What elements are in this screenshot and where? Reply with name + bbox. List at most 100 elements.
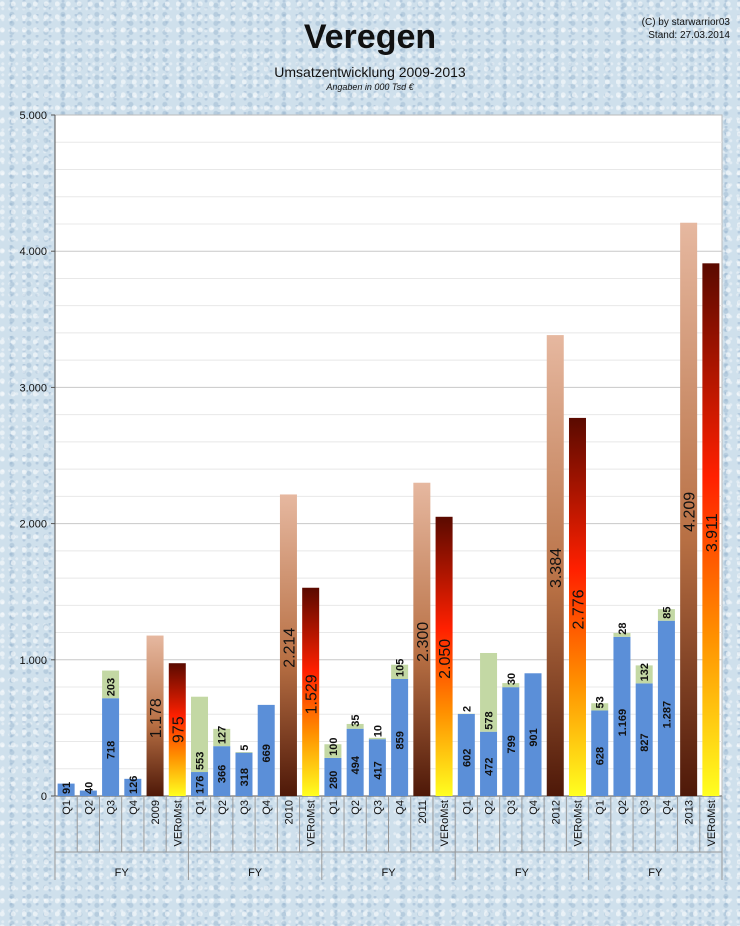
fy-total-label: 2.214 [281,628,298,668]
quarter-value-label: 176 [195,776,207,794]
fy-total-label: 1.178 [148,698,165,738]
quarter-extra-label: 2 [461,706,473,712]
category-label: VERoMst [306,800,318,846]
credit-author: (C) by starwarrior03 [641,17,730,28]
group-label: FY [515,867,530,879]
category-label: 2010 [283,800,295,824]
veromst-label: 2.776 [570,589,587,629]
quarter-extra-bar [613,632,631,637]
quarter-value-label: 417 [372,761,384,779]
quarter-extra-bar [346,723,364,729]
group-label: FY [381,867,396,879]
veromst-label: 2.050 [437,639,454,679]
quarter-value-label: 1.287 [661,701,673,729]
quarter-value-label: 718 [106,741,118,759]
quarter-value-label: 366 [217,765,229,783]
fy-total-bar [680,222,698,797]
category-label: Q3 [639,800,651,815]
category-label: VERoMst [572,800,584,846]
quarter-bar [102,698,120,796]
quarter-bar [124,778,142,796]
quarter-extra-bar [213,728,231,747]
quarter-value-label: 40 [83,782,95,794]
fy-total-bar [279,494,297,796]
quarter-extra-label: 132 [639,663,651,681]
category-label: Q4 [528,800,540,815]
veromst-bar [435,516,453,796]
y-tick-label: 0 [41,791,47,803]
quarter-value-label: 628 [595,747,607,765]
category-label: 2011 [417,800,429,824]
category-label: 2013 [684,800,696,824]
quarter-extra-bar [391,664,409,680]
quarter-bar [657,620,675,796]
quarter-value-label: 827 [639,733,651,751]
quarter-extra-label: 10 [372,725,384,737]
quarter-value-label: 280 [328,771,340,789]
category-label: Q4 [128,800,140,815]
quarter-extra-label: 35 [350,714,362,726]
quarter-bar [502,687,520,796]
veromst-bar [168,663,186,796]
quarter-bar [191,772,209,796]
quarter-bar [613,636,631,796]
quarter-extra-label: 53 [595,696,607,708]
quarter-value-label: 472 [484,757,496,775]
quarter-extra-bar [657,609,675,621]
y-tick-label: 3.000 [19,382,47,394]
category-label: VERoMst [706,800,718,846]
fy-total-label: 3.384 [548,548,565,588]
category-label: Q3 [239,800,251,815]
group-label: FY [115,867,130,879]
quarter-value-label: 1.169 [617,709,629,737]
quarter-extra-label: 85 [661,606,673,618]
quarter-bar [213,746,231,796]
quarter-bar [457,714,475,796]
quarter-value-label: 859 [395,731,407,749]
quarter-extra-bar [191,696,209,773]
group-label: FY [248,867,263,879]
quarter-value-label: 669 [261,744,273,762]
quarter-value-label: 901 [528,728,540,746]
category-label: 2009 [150,800,162,824]
quarter-bar [79,790,97,796]
quarter-bar [480,731,498,796]
quarter-bar [391,679,409,796]
category-label: Q1 [461,800,473,815]
fy-total-bar [413,482,431,796]
category-label: Q3 [506,800,518,815]
quarter-extra-bar [635,665,653,684]
veromst-label: 975 [170,716,187,743]
credit-date: Stand: 27.03.2014 [648,30,730,41]
fy-total-bar [546,335,564,796]
quarter-value-label: 126 [128,776,140,794]
units-note: Angaben in 000 Tsd € [326,82,414,92]
y-tick-label: 4.000 [19,246,47,258]
quarter-bar [635,683,653,796]
quarter-extra-bar [591,703,609,711]
quarter-extra-label: 578 [484,711,496,729]
quarter-extra-bar [480,652,498,732]
quarter-bar [591,710,609,796]
category-label: Q4 [395,800,407,815]
quarter-extra-label: 5 [239,745,251,751]
category-label: 2012 [550,800,562,824]
group-label: FY [648,867,663,879]
veromst-bar [302,587,320,796]
category-label: Q3 [106,800,118,815]
quarter-extra-label: 203 [106,678,118,696]
quarter-bar [324,757,342,796]
quarter-bar [57,783,75,796]
category-label: Q1 [195,800,207,815]
quarter-extra-label: 28 [617,623,629,635]
quarter-value-label: 91 [61,782,73,794]
quarter-extra-bar [502,683,520,688]
category-label: Q2 [217,800,229,815]
quarter-bar [524,673,542,796]
category-label: Q4 [661,800,673,815]
y-tick-label: 1.000 [19,655,47,667]
chart-title: Veregen [303,18,437,56]
category-label: Q1 [328,800,340,815]
quarter-extra-label: 100 [328,738,340,756]
